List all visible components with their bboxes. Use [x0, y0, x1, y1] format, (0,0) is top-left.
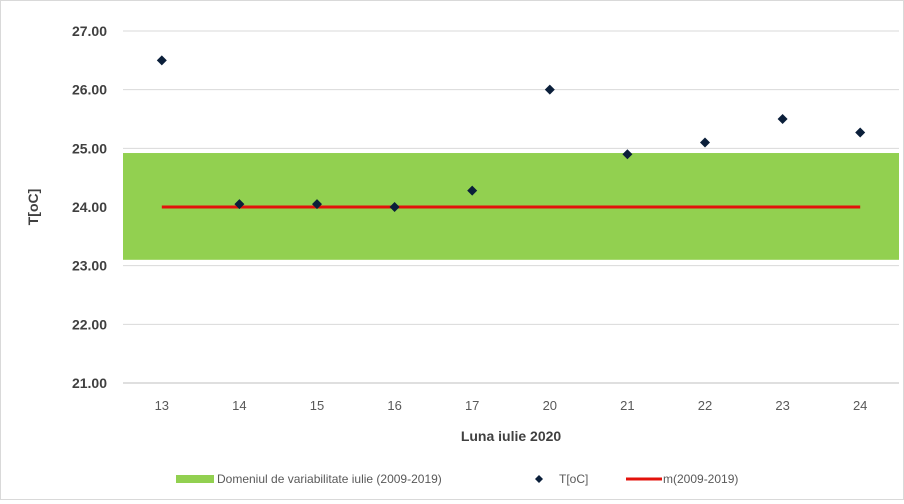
legend-swatch-band [176, 475, 214, 483]
data-point [312, 199, 322, 210]
x-tick-label: 21 [620, 398, 634, 413]
y-tick-label: 22.00 [72, 316, 107, 332]
x-axis-title: Luna iulie 2020 [461, 428, 562, 444]
data-point [234, 199, 245, 210]
y-tick-label: 23.00 [72, 258, 107, 274]
y-tick-label: 24.00 [72, 199, 107, 215]
y-tick-label: 26.00 [72, 82, 107, 98]
data-point [700, 137, 710, 148]
data-point [467, 185, 478, 196]
x-tick-label: 24 [853, 398, 867, 413]
y-tick-label: 21.00 [72, 375, 107, 391]
x-tick-label: 22 [698, 398, 712, 413]
legend-label-band: Domeniul de variabilitate iulie (2009-20… [217, 472, 442, 486]
x-tick-labels: 13 14 15 16 17 20 21 22 23 24 [155, 398, 868, 413]
y-tick-label: 27.00 [72, 23, 107, 39]
data-point [622, 149, 633, 160]
data-point [156, 55, 167, 66]
x-tick-label: 13 [155, 398, 169, 413]
data-point [777, 114, 788, 124]
x-tick-label: 23 [775, 398, 789, 413]
legend: Domeniul de variabilitate iulie (2009-20… [176, 472, 738, 486]
y-tick-labels: 21.00 22.00 23.00 24.00 25.00 26.00 27.00 [72, 23, 107, 391]
x-tick-label: 15 [310, 398, 324, 413]
x-tick-label: 20 [543, 398, 557, 413]
y-axis-title: T[oC] [25, 189, 41, 226]
x-tick-label: 14 [232, 398, 246, 413]
data-point [544, 84, 555, 95]
x-tick-label: 17 [465, 398, 479, 413]
y-tick-label: 25.00 [72, 140, 107, 156]
data-point [855, 127, 866, 138]
data-point [389, 202, 400, 212]
legend-marker-diamond [535, 475, 543, 483]
x-tick-label: 16 [387, 398, 401, 413]
legend-label-mean: m(2009-2019) [663, 472, 738, 486]
legend-label-points: T[oC] [559, 472, 588, 486]
temperature-points [156, 55, 866, 212]
